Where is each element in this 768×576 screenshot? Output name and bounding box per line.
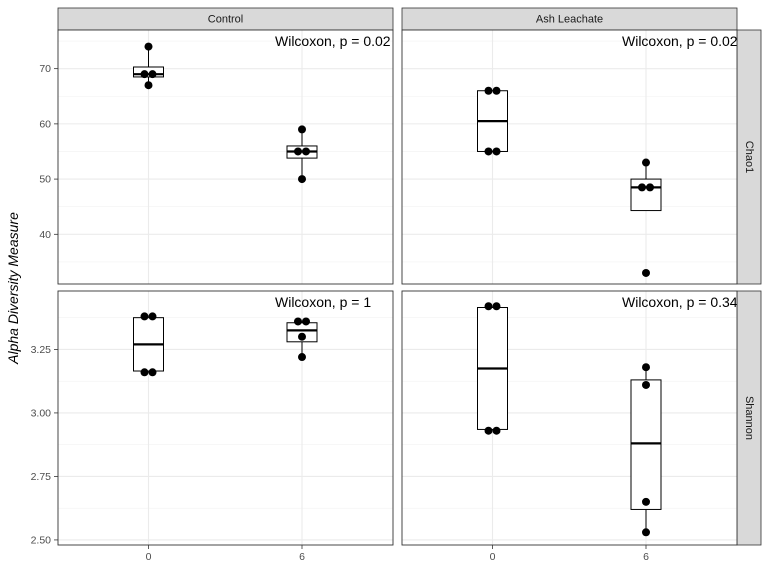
data-point xyxy=(302,317,310,326)
data-point xyxy=(294,317,302,326)
facet-strip-label: Ash Leachate xyxy=(536,14,603,26)
y-tick-label: 60 xyxy=(39,118,51,130)
wilcoxon-annotation: Wilcoxon, p = 1 xyxy=(275,294,371,310)
data-point xyxy=(642,380,650,389)
y-tick-label: 3.00 xyxy=(31,407,52,419)
panel-border xyxy=(57,290,394,546)
data-point xyxy=(148,368,157,377)
data-point xyxy=(642,528,650,537)
panel-border xyxy=(401,29,738,285)
data-point xyxy=(144,81,153,90)
data-point xyxy=(298,353,306,362)
y-tick-label: 2.75 xyxy=(31,471,52,483)
panel-background xyxy=(58,291,393,545)
panel-background xyxy=(402,291,737,545)
panel-chao1-ash-leachate: Wilcoxon, p = 0.02 xyxy=(401,29,738,285)
box xyxy=(286,322,318,343)
box-group-0 xyxy=(477,302,508,435)
panel-shannon-ash-leachate: Wilcoxon, p = 0.34 xyxy=(401,290,738,546)
data-point xyxy=(642,497,650,506)
wilcoxon-annotation: Wilcoxon, p = 0.34 xyxy=(622,294,738,310)
data-point xyxy=(638,183,646,192)
data-point xyxy=(140,312,149,321)
facet-strip-chao1 xyxy=(736,29,762,285)
data-point xyxy=(484,86,493,95)
box-group-0 xyxy=(133,42,164,90)
box xyxy=(630,379,662,510)
x-tick-label: 6 xyxy=(299,551,305,563)
data-point xyxy=(492,426,501,435)
x-tick-label: 0 xyxy=(146,551,152,563)
y-tick-label: 40 xyxy=(39,229,51,241)
facet-strip-label: Control xyxy=(208,14,243,26)
data-point xyxy=(484,302,493,311)
data-point xyxy=(642,363,650,372)
facet-strip-label: Shannon xyxy=(743,396,755,440)
data-point xyxy=(484,147,493,156)
data-point xyxy=(140,70,149,79)
data-point xyxy=(140,368,149,377)
data-point xyxy=(492,147,501,156)
facet-strip-label: Chao1 xyxy=(743,141,755,173)
box-group-0 xyxy=(133,312,164,377)
y-axis-title: Alpha Diversity Measure xyxy=(5,212,21,365)
data-point xyxy=(492,302,501,311)
box xyxy=(133,66,164,78)
data-point xyxy=(148,70,157,79)
data-point xyxy=(484,426,493,435)
panel-border xyxy=(57,29,394,285)
box-group-6 xyxy=(630,158,662,277)
data-point xyxy=(642,268,650,277)
box-group-6 xyxy=(286,317,318,362)
data-point xyxy=(148,312,157,321)
data-point xyxy=(298,332,306,341)
data-point xyxy=(302,147,310,156)
y-tick-label: 50 xyxy=(39,174,51,186)
wilcoxon-annotation: Wilcoxon, p = 0.02 xyxy=(275,33,391,49)
data-point xyxy=(298,175,306,184)
data-point xyxy=(294,147,302,156)
data-point xyxy=(492,86,501,95)
panel-border xyxy=(401,290,738,546)
y-tick-label: 3.25 xyxy=(31,344,52,356)
y-tick-label: 70 xyxy=(39,63,51,75)
panel-chao1-control: Wilcoxon, p = 0.02 xyxy=(57,29,394,285)
x-tick-label: 0 xyxy=(490,551,496,563)
box-group-6 xyxy=(630,363,662,537)
panel-background xyxy=(58,30,393,284)
x-tick-label: 6 xyxy=(643,551,649,563)
wilcoxon-annotation: Wilcoxon, p = 0.02 xyxy=(622,33,738,49)
box-group-0 xyxy=(477,86,508,156)
data-point xyxy=(646,183,654,192)
box-group-6 xyxy=(286,125,318,184)
y-tick-label: 2.50 xyxy=(31,534,52,546)
data-point xyxy=(144,42,153,51)
panel-background xyxy=(402,30,737,284)
data-point xyxy=(298,125,306,134)
data-point xyxy=(642,158,650,167)
panel-shannon-control: Wilcoxon, p = 1 xyxy=(57,290,394,546)
box xyxy=(630,178,662,212)
